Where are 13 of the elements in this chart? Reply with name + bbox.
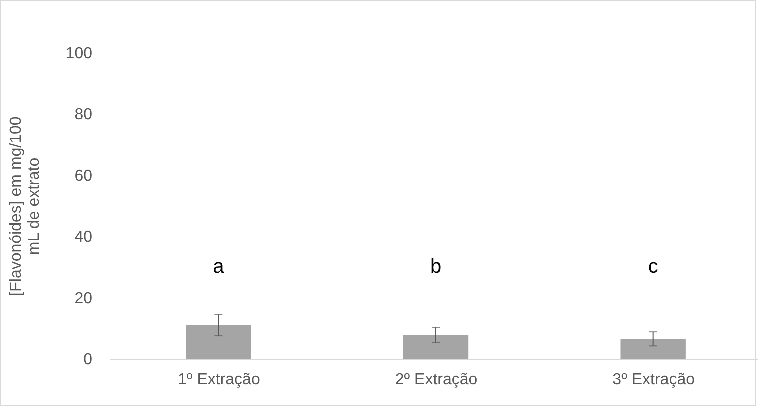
- y-tick-label: 60: [74, 168, 93, 185]
- annotation: b: [430, 256, 442, 278]
- y-tick-label: 80: [74, 106, 93, 124]
- annotation: c: [648, 256, 658, 278]
- x-tick-label: 3º Extração: [612, 372, 696, 388]
- y-tick-label: 20: [74, 290, 93, 308]
- annotation: a: [213, 256, 226, 278]
- y-tick-label: 100: [66, 46, 93, 62]
- x-tick-label: 1º Extração: [178, 372, 260, 388]
- x-tick-label: 2º Extração: [395, 372, 478, 388]
- y-tick-label: 40: [74, 229, 93, 246]
- y-tick-label: 0: [84, 352, 93, 368]
- y-axis-title: [Flavonóides] em mg/100 mL de extrato: [8, 116, 43, 296]
